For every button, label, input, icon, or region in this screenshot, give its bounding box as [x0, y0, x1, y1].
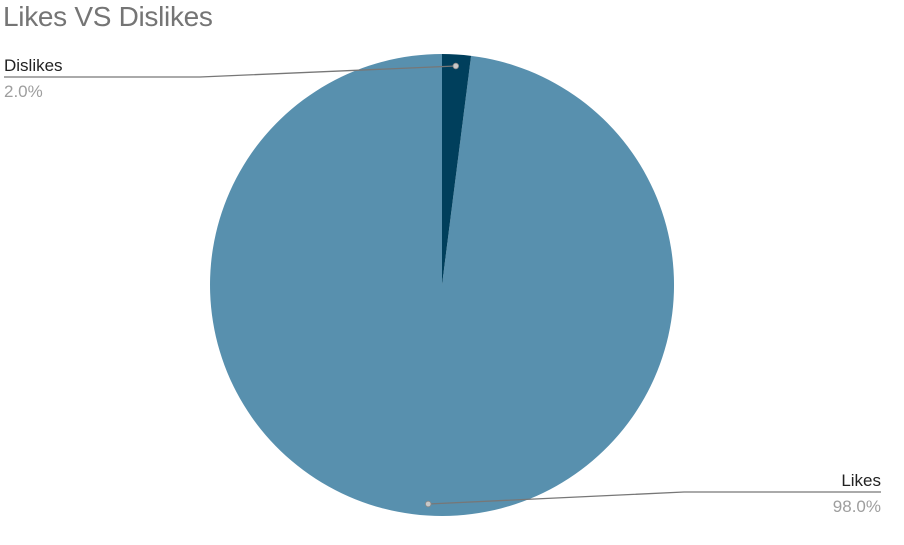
chart-title: Likes VS Dislikes: [3, 1, 213, 32]
slice-percent-likes: 98.0%: [833, 497, 881, 516]
slice-label-likes: Likes: [841, 471, 881, 490]
leader-dot-likes: [425, 500, 432, 508]
leader-line-dislikes: [4, 65, 456, 78]
slice-percent-dislikes: 2.0%: [4, 82, 43, 101]
leader-line-likes: [428, 491, 881, 505]
pie-slice-likes: [210, 54, 675, 516]
leader-dot-dislikes: [452, 62, 459, 70]
slice-label-dislikes: Dislikes: [4, 56, 63, 75]
pie-slice-dislikes: [442, 54, 472, 285]
